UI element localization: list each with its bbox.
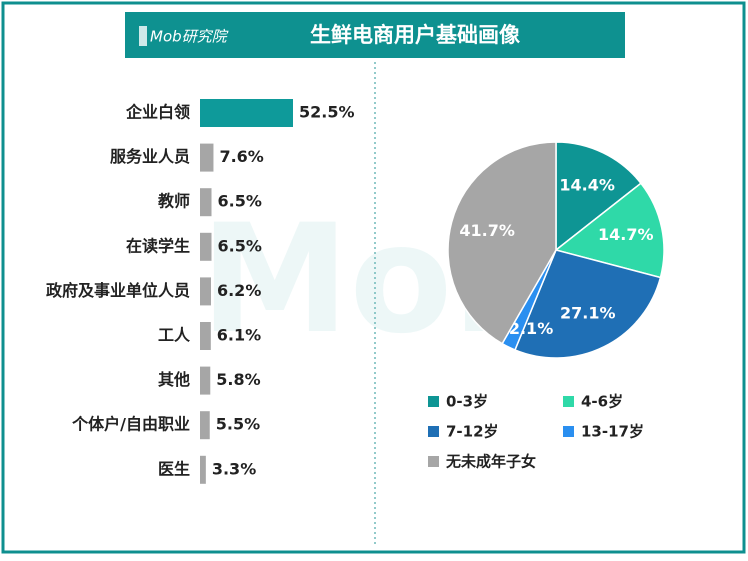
bar	[200, 143, 214, 172]
pie-slice	[514, 249, 662, 359]
value-label: 6.5%	[218, 236, 262, 255]
legend-label: 4-6岁	[581, 393, 623, 411]
category-label: 医生	[158, 459, 190, 478]
category-label: 服务业人员	[110, 147, 190, 166]
title: 生鲜电商用户基础画像	[310, 23, 521, 47]
category-label: 教师	[158, 192, 190, 211]
bar	[200, 232, 212, 261]
value-label: 5.8%	[216, 370, 260, 389]
logo-icon	[139, 26, 147, 46]
slice-label: 27.1%	[560, 303, 616, 322]
value-label: 6.2%	[217, 281, 261, 300]
slice-label: 41.7%	[459, 221, 515, 240]
category-label: 其他	[158, 370, 190, 389]
legend-swatch	[563, 396, 574, 407]
legend-swatch	[428, 396, 439, 407]
category-label: 工人	[158, 326, 191, 345]
bar	[200, 277, 211, 306]
slice-label: 14.7%	[598, 225, 654, 244]
logo: Mob研究院	[150, 28, 229, 46]
value-label: 7.6%	[219, 147, 263, 166]
pie-slice	[555, 141, 642, 252]
bar	[200, 411, 210, 440]
legend-swatch	[428, 426, 439, 437]
pie-slice	[554, 182, 665, 279]
legend-label: 0-3岁	[446, 393, 488, 411]
bar	[200, 99, 293, 127]
category-label: 在读学生	[126, 236, 190, 255]
category-label: 个体户/自由职业	[71, 415, 190, 434]
bar	[200, 366, 211, 395]
bar	[200, 188, 212, 217]
category-label: 政府及事业单位人员	[46, 281, 190, 300]
legend-label: 7-12岁	[446, 423, 499, 441]
header-bar	[125, 12, 625, 58]
value-label: 5.5%	[216, 415, 260, 434]
value-label: 6.5%	[218, 192, 262, 211]
legend-label: 无未成年子女	[445, 453, 536, 471]
slice-label: 14.4%	[559, 175, 615, 194]
bar	[200, 455, 206, 484]
value-label: 52.5%	[299, 103, 355, 122]
value-label: 6.1%	[217, 326, 261, 345]
bar	[200, 322, 211, 350]
slice-label: 2.1%	[509, 319, 553, 338]
legend-label: 13-17岁	[581, 423, 644, 441]
value-label: 3.3%	[212, 459, 256, 478]
legend-swatch	[563, 426, 574, 437]
legend-swatch	[428, 456, 439, 467]
pie-slice	[447, 141, 557, 345]
category-label: 企业白领	[125, 103, 190, 122]
